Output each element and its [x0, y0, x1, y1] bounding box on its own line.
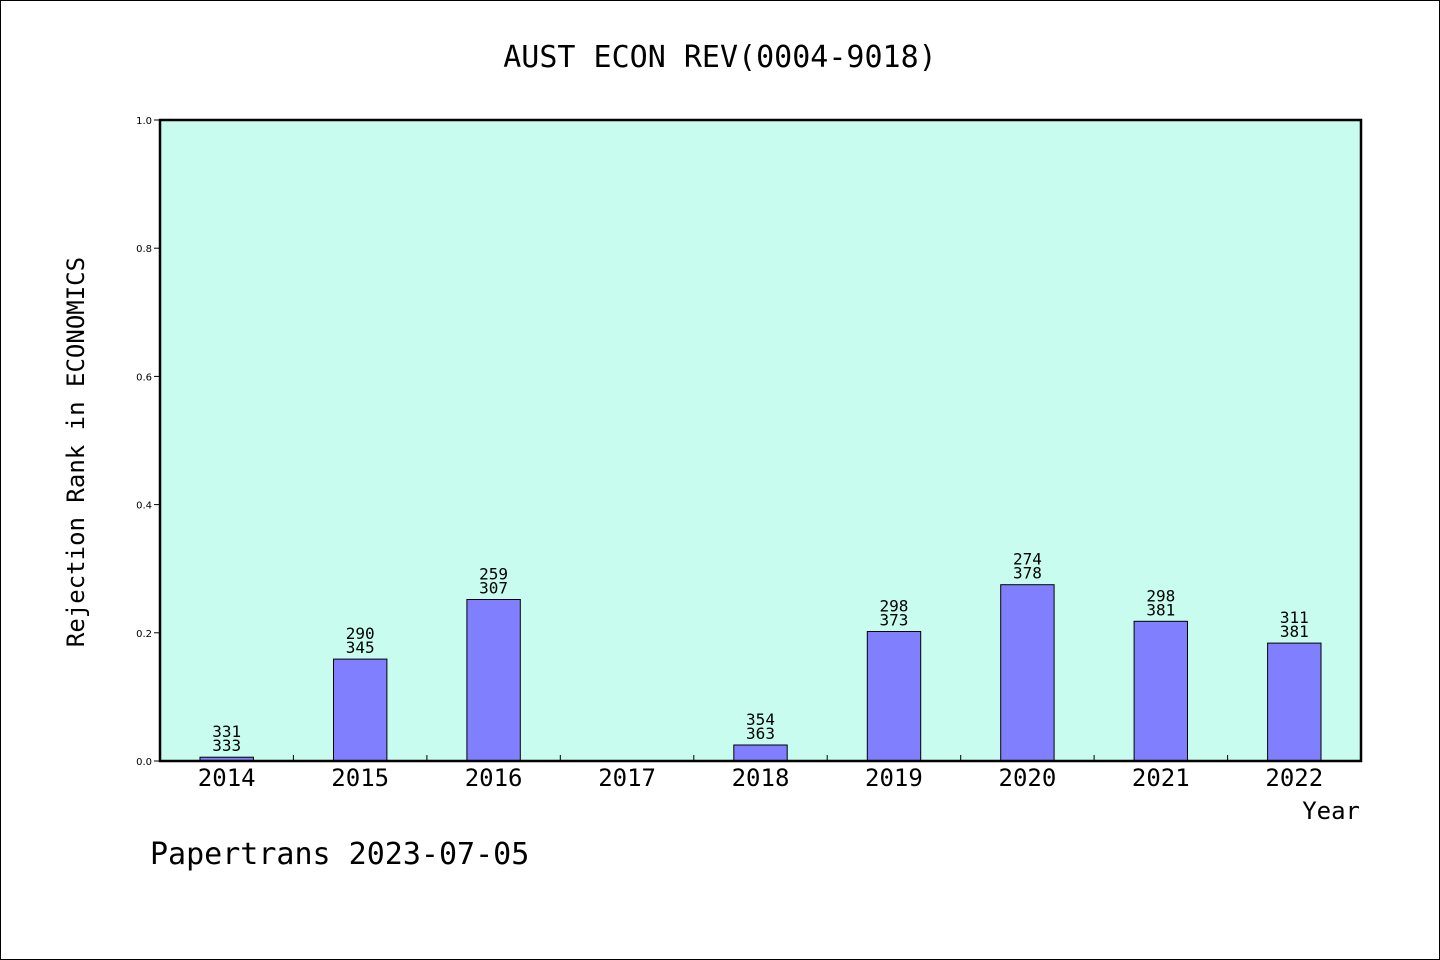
bar-label-lower-2016: 307 — [479, 579, 508, 598]
x-tick-label-2016: 2016 — [465, 764, 523, 792]
bar-label-lower-2020: 378 — [1013, 564, 1042, 583]
footer-credit: Papertrans 2023-07-05 — [150, 837, 529, 872]
bar-label-upper-2014: 331 — [212, 722, 241, 741]
bar-label-upper-2016: 259 — [479, 565, 508, 584]
bar-label-upper-2015: 290 — [346, 624, 375, 643]
y-axis: 0.0 0.2 0.4 0.6 0.8 1.0 — [136, 116, 160, 768]
y-tick-label-0.4: 0.4 — [136, 501, 152, 512]
x-tick-label-2019: 2019 — [865, 764, 923, 792]
x-tick-label-2018: 2018 — [732, 764, 790, 792]
bar-label-lower-2014: 333 — [212, 736, 241, 755]
bar-label-lower-2021: 381 — [1146, 600, 1175, 619]
x-tick-label-2017: 2017 — [598, 764, 656, 792]
y-tick-label-1.0: 1.0 — [136, 116, 152, 127]
chart-title: AUST ECON REV(0004-9018) — [503, 40, 936, 75]
bar-label-lower-2019: 373 — [879, 611, 908, 630]
x-axis-label: Year — [1302, 797, 1360, 825]
bar-label-upper-2021: 298 — [1146, 586, 1175, 605]
bar-2022 — [1267, 642, 1322, 762]
bar-2016 — [466, 599, 521, 762]
x-tick-label-2015: 2015 — [331, 764, 389, 792]
bars — [199, 584, 1322, 762]
bar-2021 — [1133, 620, 1188, 762]
x-axis: 2014 2015 2016 2017 2018 2019 2020 2021 2022 — [198, 755, 1323, 792]
y-axis-label: Rejection Rank in ECONOMICS — [62, 257, 90, 647]
bar-2020 — [1000, 584, 1055, 762]
bar-2018 — [733, 744, 788, 762]
y-tick-label-0.0: 0.0 — [136, 757, 152, 768]
bar-label-lower-2022: 381 — [1280, 622, 1309, 641]
bar-label-lower-2015: 345 — [346, 638, 375, 657]
y-tick-label-0.8: 0.8 — [136, 244, 152, 255]
bar-label-lower-2018: 363 — [746, 724, 775, 743]
bar-2015 — [333, 658, 388, 762]
bar-labels: 3313332903452593073543632983732743782983… — [212, 550, 1309, 756]
y-tick-label-0.2: 0.2 — [136, 629, 152, 640]
plot-border — [158, 118, 1363, 763]
bar-label-upper-2020: 274 — [1013, 550, 1042, 569]
bar-label-upper-2019: 298 — [879, 597, 908, 616]
bar-label-upper-2022: 311 — [1280, 608, 1309, 627]
bar-2019 — [866, 631, 922, 762]
x-tick-label-2022: 2022 — [1265, 764, 1323, 792]
x-tick-label-2020: 2020 — [999, 764, 1057, 792]
x-tick-label-2014: 2014 — [198, 764, 256, 792]
y-tick-label-0.6: 0.6 — [136, 372, 152, 383]
x-tick-label-2021: 2021 — [1132, 764, 1190, 792]
bar-label-upper-2018: 354 — [746, 710, 775, 729]
